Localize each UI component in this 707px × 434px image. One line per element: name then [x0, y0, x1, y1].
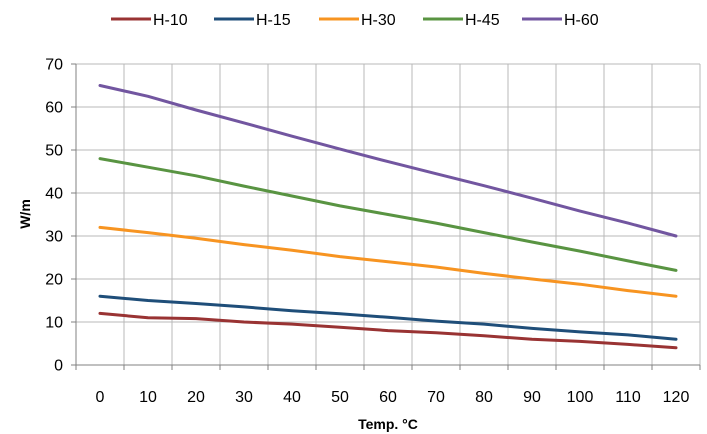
y-axis-title: W/m [17, 199, 33, 229]
series-line-h-30 [98, 225, 678, 298]
y-tick-label: 50 [45, 143, 63, 160]
y-tick-label: 0 [54, 358, 63, 375]
y-tick-label: 30 [45, 229, 63, 246]
x-tick-label: 50 [331, 389, 349, 406]
x-tick-label: 60 [379, 389, 397, 406]
y-tick-label: 40 [45, 186, 63, 203]
x-tick-label: 70 [427, 389, 445, 406]
x-axis-title: Temp. °C [358, 416, 418, 432]
y-axis-ticks: 0 10 20 30 40 50 60 70 [45, 57, 63, 375]
legend-label-h-10: H-10 [153, 12, 188, 29]
y-tick-label: 60 [45, 100, 63, 117]
legend-label-h-15: H-15 [256, 12, 291, 29]
x-tick-label: 110 [615, 389, 641, 406]
axes [71, 63, 701, 370]
grid [76, 63, 701, 365]
series-line-h-10 [98, 311, 678, 350]
x-tick-label: 90 [523, 389, 541, 406]
legend-label-h-60: H-60 [564, 12, 599, 29]
x-tick-label: 120 [663, 389, 690, 406]
x-tick-label: 80 [475, 389, 493, 406]
x-tick-label: 20 [187, 389, 205, 406]
series-lines [98, 84, 678, 350]
x-tick-label: 40 [283, 389, 301, 406]
legend-label-h-45: H-45 [465, 12, 500, 29]
x-tick-label: 100 [567, 389, 594, 406]
series-line-h-60 [98, 84, 678, 238]
x-tick-label: 10 [139, 389, 157, 406]
series-line-h-15 [98, 294, 678, 341]
x-axis-ticks: 0 10 20 30 40 50 60 70 80 90 100 110 120 [96, 389, 690, 406]
legend-label-h-30: H-30 [361, 12, 396, 29]
legend: H-10 H-15 H-30 H-45 H-60 [111, 12, 599, 29]
y-tick-label: 10 [45, 315, 63, 332]
series-line-h-45 [98, 157, 678, 272]
x-tick-label: 30 [235, 389, 253, 406]
y-tick-label: 70 [45, 57, 63, 74]
y-tick-label: 20 [45, 272, 63, 289]
x-tick-label: 0 [96, 389, 105, 406]
